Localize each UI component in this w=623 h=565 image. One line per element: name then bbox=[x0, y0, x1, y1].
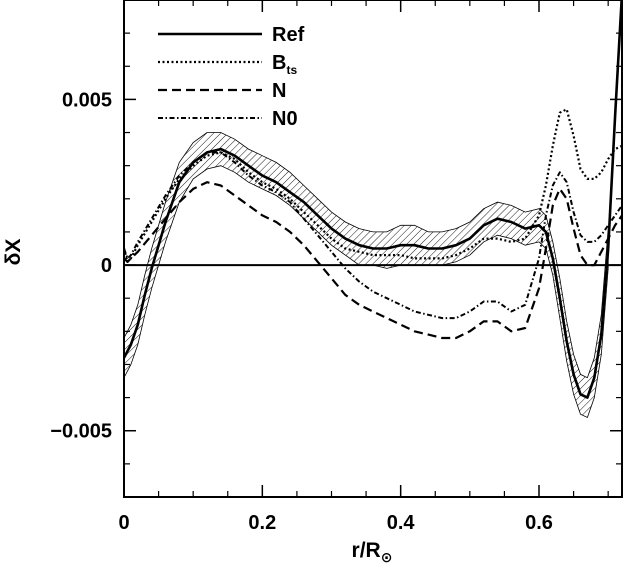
x-axis-label-main: r/R bbox=[352, 539, 381, 562]
legend: Ref Bts N N0 bbox=[158, 24, 305, 130]
legend-label-subscript: ts bbox=[286, 63, 297, 77]
series-line-b-1 bbox=[124, 108, 622, 263]
axis-ticks: 0 0.2 0.4 0.6 −0.005 0 0.005 bbox=[50, 0, 622, 534]
x-tick-label: 0.4 bbox=[387, 512, 416, 534]
legend-label-n0: N0 bbox=[272, 108, 298, 130]
series-line-n-2 bbox=[124, 181, 622, 340]
y-axis-label: δX bbox=[2, 239, 25, 266]
series-line-ref-0 bbox=[124, 0, 622, 399]
x-tick-label: 0.6 bbox=[525, 512, 553, 534]
legend-label-ref: Ref bbox=[272, 24, 305, 46]
x-tick-label: 0.2 bbox=[248, 512, 276, 534]
x-axis-label: r/R⊙ bbox=[352, 539, 393, 565]
y-tick-label: 0.005 bbox=[62, 89, 112, 111]
uncertainty-band-layer bbox=[124, 132, 609, 419]
y-tick-label: 0 bbox=[101, 255, 112, 277]
series-layer bbox=[124, 0, 622, 399]
x-tick-label: 0 bbox=[118, 512, 129, 534]
ref-uncertainty-band bbox=[124, 132, 609, 419]
plot-frame bbox=[123, 0, 623, 498]
legend-label-b: Bts bbox=[272, 52, 297, 77]
y-tick-label: −0.005 bbox=[50, 421, 112, 443]
legend-label-n: N bbox=[272, 80, 286, 102]
series-line-n0-3 bbox=[124, 151, 622, 320]
x-axis-label-subscript: ⊙ bbox=[381, 549, 393, 565]
